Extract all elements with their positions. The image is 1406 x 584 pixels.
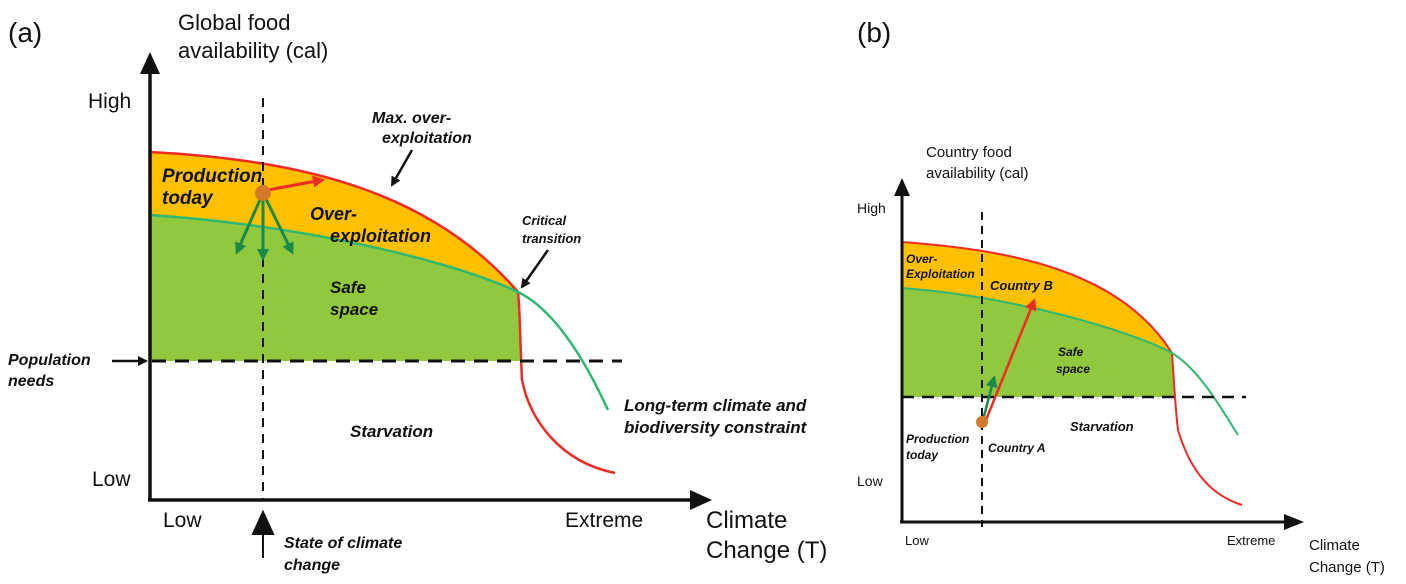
country-b-label: Country B [990, 278, 1053, 293]
green-arrow-left [235, 192, 265, 255]
safe-space-label-line1: Safe [330, 278, 366, 297]
over-exploitation-label-line1: Over- [310, 204, 357, 224]
population-needs-label-line1: Population [8, 352, 91, 369]
long-term-constraint-label-line2: biodiversity constraint [624, 418, 808, 437]
x-axis-arrowhead [690, 490, 712, 510]
critical-transition-label-line1: Critical [522, 213, 566, 228]
x-axis-title-b-line1: Climate [1309, 537, 1360, 554]
max-over-exploitation-curve-b [901, 241, 1243, 506]
x-axis-title-line1: Climate [706, 507, 787, 534]
max-over-exploitation-label-line1: Max. over- [372, 110, 451, 127]
green-arrow-right [261, 192, 294, 255]
over-exploitation-label-line2: exploitation [330, 226, 431, 246]
green-arrow-b [981, 375, 998, 421]
red-arrow-b [984, 298, 1037, 421]
y-low-label-b: Low [857, 473, 884, 489]
y-axis-arrowhead-b [894, 178, 910, 196]
y-axis-arrowhead [140, 52, 160, 74]
over-exploitation-label-b-line1: Over- [906, 252, 937, 266]
y-high-label-b: High [857, 200, 886, 216]
over-exploitation-region-b [902, 242, 1172, 353]
y-axis-title-line2: availability (cal) [178, 38, 328, 63]
state-of-climate-pointer [251, 509, 275, 558]
x-low-label-b: Low [905, 533, 929, 548]
y-axis-title-line1: Global food [178, 10, 291, 35]
state-of-climate-label-line2: change [284, 557, 340, 574]
over-exploitation-region [150, 152, 518, 292]
constraint-curve-b [901, 287, 1239, 436]
max-over-exploitation-curve [149, 150, 616, 475]
starvation-label: Starvation [350, 422, 433, 441]
production-today-label-b-line2: today [906, 448, 939, 462]
panel-b-label: (b) [857, 17, 891, 48]
x-low-label: Low [163, 509, 202, 532]
panel-b: (b) Country food availability (cal) High… [857, 17, 1385, 576]
production-today-label-line1: Production [162, 166, 262, 187]
constraint-curve [149, 213, 610, 411]
y-high-label: High [88, 90, 131, 113]
max-over-exploitation-label-line2: exploitation [382, 130, 472, 147]
production-today-label-b-line1: Production [906, 432, 969, 446]
long-term-constraint-label-line1: Long-term climate and [624, 396, 807, 415]
production-today-dot [255, 185, 271, 201]
panel-a: (a) Global food availability (cal) High [8, 10, 827, 574]
y-low-label: Low [92, 468, 131, 491]
country-a-label: Country A [988, 441, 1046, 455]
x-axis-arrowhead-b [1284, 514, 1304, 530]
production-today-dot-b [976, 416, 988, 428]
safe-space-region-b [902, 288, 1174, 397]
production-today-label-line2: today [162, 188, 214, 209]
safe-space-label-line2: space [330, 300, 378, 319]
x-extreme-label-b: Extreme [1227, 533, 1275, 548]
panel-a-label: (a) [8, 17, 42, 48]
x-axis-title-b-line2: Change (T) [1309, 559, 1385, 576]
safe-space-label-b-line2: space [1056, 362, 1090, 376]
safe-space-label-b-line1: Safe [1058, 345, 1084, 359]
x-axis-title-line2: Change (T) [706, 537, 827, 564]
critical-transition-label-line2: transition [522, 231, 581, 246]
starvation-label-b: Starvation [1070, 419, 1134, 434]
y-axis-title-b-line2: availability (cal) [926, 165, 1029, 182]
critical-transition-pointer [520, 249, 550, 289]
population-needs-label-line2: needs [8, 373, 54, 390]
x-extreme-label: Extreme [565, 509, 643, 532]
over-exploitation-label-b-line2: Exploitation [906, 267, 975, 281]
max-over-exploitation-pointer [390, 149, 414, 187]
red-arrow [267, 175, 325, 192]
state-of-climate-label-line1: State of climate [284, 535, 402, 552]
y-axis-title-b-line1: Country food [926, 144, 1012, 161]
